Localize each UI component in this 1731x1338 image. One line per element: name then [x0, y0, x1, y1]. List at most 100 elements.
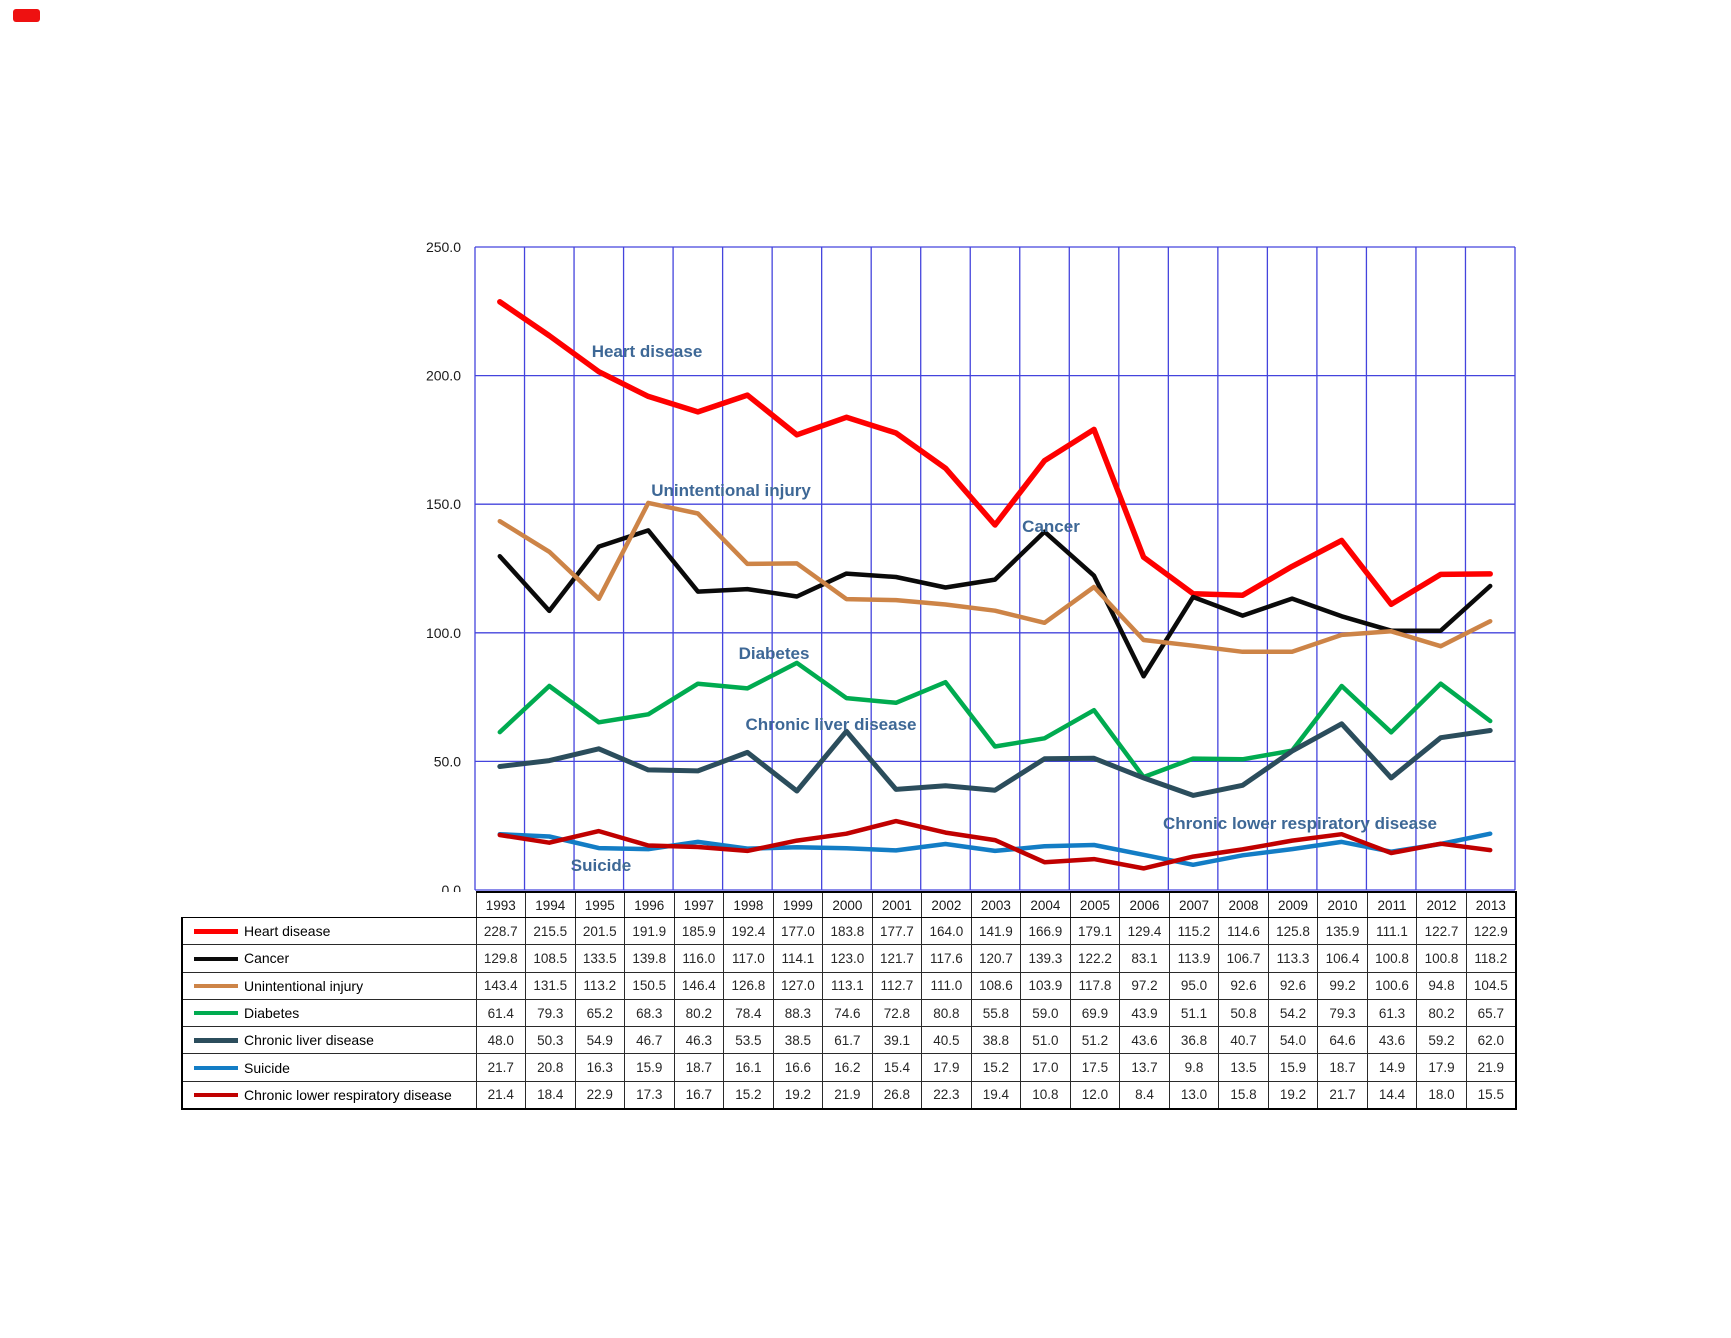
value-cell: 40.5 — [921, 1026, 972, 1055]
value-cell: 13.0 — [1168, 1080, 1220, 1111]
table-row-unintentional-injury: Unintentional injury 143.4 131.5 113.2 150.5… — [181, 971, 1517, 1000]
value-cell: 19.4 — [970, 1080, 1022, 1111]
value-cell: 139.8 — [624, 944, 675, 973]
year-header-2001: 2001 — [871, 891, 923, 918]
value-cell: 117.8 — [1069, 971, 1121, 1000]
value-cell: 15.9 — [624, 1053, 675, 1082]
legend-cell-cancer: Cancer — [181, 944, 477, 973]
year-header-1994: 1994 — [525, 891, 576, 918]
value-cell: 51.0 — [1020, 1026, 1071, 1055]
value-cell: 51.1 — [1168, 998, 1220, 1028]
table-row-cancer: Cancer 129.8 108.5 133.5 139.8 116.0 117.0 114.… — [181, 944, 1517, 973]
value-cell: 177.7 — [871, 916, 923, 946]
value-cell: 122.7 — [1416, 916, 1467, 946]
value-cell: 118.2 — [1465, 944, 1517, 973]
year-header-2012: 2012 — [1416, 891, 1467, 918]
value-cell: 150.5 — [624, 971, 675, 1000]
value-cell: 92.6 — [1218, 971, 1269, 1000]
value-cell: 125.8 — [1267, 916, 1319, 946]
value-cell: 53.5 — [723, 1026, 774, 1055]
value-cell: 117.6 — [921, 944, 972, 973]
value-cell: 9.8 — [1168, 1053, 1220, 1082]
value-cell: 104.5 — [1465, 971, 1517, 1000]
value-cell: 113.1 — [822, 971, 873, 1000]
value-cell: 143.4 — [475, 971, 527, 1000]
value-cell: 114.6 — [1218, 916, 1269, 946]
value-cell: 129.8 — [475, 944, 527, 973]
value-cell: 97.2 — [1119, 971, 1170, 1000]
value-cell: 122.9 — [1465, 916, 1517, 946]
value-cell: 50.8 — [1218, 998, 1269, 1028]
series-line-unintentional-injury — [497, 500, 1493, 655]
legend-swatch-diabetes — [194, 1011, 238, 1016]
value-cell: 183.8 — [822, 916, 873, 946]
value-cell: 64.6 — [1317, 1026, 1368, 1055]
value-cell: 68.3 — [624, 998, 675, 1028]
value-cell: 112.7 — [871, 971, 923, 1000]
value-cell: 54.2 — [1267, 998, 1319, 1028]
y-axis-tick: 250.0 — [426, 239, 461, 255]
value-cell: 59.2 — [1416, 1026, 1467, 1055]
value-cell: 126.8 — [723, 971, 774, 1000]
year-header-1993: 1993 — [475, 891, 527, 918]
value-cell: 51.2 — [1069, 1026, 1121, 1055]
series-line-chronic-liver-disease — [497, 721, 1493, 798]
year-header-2013: 2013 — [1465, 891, 1517, 918]
value-cell: 123.0 — [822, 944, 873, 973]
value-cell: 61.4 — [475, 998, 527, 1028]
value-cell: 117.0 — [723, 944, 774, 973]
value-cell: 17.0 — [1020, 1053, 1071, 1082]
value-cell: 21.9 — [1465, 1053, 1517, 1082]
value-cell: 55.8 — [970, 998, 1022, 1028]
value-cell: 40.7 — [1218, 1026, 1269, 1055]
year-header-1998: 1998 — [723, 891, 774, 918]
value-cell: 215.5 — [525, 916, 576, 946]
chart-label-chronic-liver-disease: Chronic liver disease — [745, 715, 916, 734]
value-cell: 54.9 — [574, 1026, 626, 1055]
value-cell: 113.3 — [1267, 944, 1319, 973]
table-row-chronic-liver-disease: Chronic liver disease 48.0 50.3 54.9 46.7 46.… — [181, 1026, 1517, 1055]
value-cell: 120.7 — [970, 944, 1022, 973]
year-header-1999: 1999 — [772, 891, 824, 918]
year-header-2010: 2010 — [1317, 891, 1368, 918]
value-cell: 80.2 — [1416, 998, 1467, 1028]
legend-swatch-suicide — [194, 1065, 238, 1070]
value-cell: 22.3 — [921, 1080, 972, 1111]
legend-swatch-cancer — [194, 956, 238, 961]
table-row-heart-disease: Heart disease 228.7 215.5 201.5 191.9 185.9 19… — [181, 916, 1517, 946]
value-cell: 191.9 — [624, 916, 675, 946]
legend-swatch-chronic-liver-disease — [194, 1038, 238, 1044]
value-cell: 13.7 — [1119, 1053, 1170, 1082]
value-cell: 185.9 — [673, 916, 725, 946]
year-header-2000: 2000 — [822, 891, 873, 918]
value-cell: 164.0 — [921, 916, 972, 946]
legend-swatch-chronic-lower-respiratory-disease — [194, 1093, 238, 1098]
value-cell: 103.9 — [1020, 971, 1071, 1000]
value-cell: 228.7 — [475, 916, 527, 946]
value-cell: 38.5 — [772, 1026, 824, 1055]
chart-label-unintentional-injury: Unintentional injury — [651, 481, 811, 500]
value-cell: 80.8 — [921, 998, 972, 1028]
value-cell: 50.3 — [525, 1026, 576, 1055]
chart-label-diabetes: Diabetes — [739, 644, 810, 663]
legend-label: Cancer — [244, 950, 290, 967]
value-cell: 46.7 — [624, 1026, 675, 1055]
value-cell: 115.2 — [1168, 916, 1220, 946]
y-axis-tick: 50.0 — [434, 753, 461, 769]
value-cell: 127.0 — [772, 971, 824, 1000]
value-cell: 141.9 — [970, 916, 1022, 946]
value-cell: 15.5 — [1465, 1080, 1517, 1111]
value-cell: 139.3 — [1020, 944, 1071, 973]
value-cell: 17.3 — [624, 1080, 675, 1111]
value-cell: 131.5 — [525, 971, 576, 1000]
year-header-1996: 1996 — [624, 891, 675, 918]
value-cell: 18.0 — [1416, 1080, 1467, 1111]
value-cell: 20.8 — [525, 1053, 576, 1082]
value-cell: 114.1 — [772, 944, 824, 973]
value-cell: 100.6 — [1366, 971, 1418, 1000]
series-line-chronic-lower-respiratory-disease — [497, 818, 1493, 871]
value-cell: 12.0 — [1069, 1080, 1121, 1111]
legend-label: Chronic lower respiratory disease — [244, 1086, 452, 1103]
